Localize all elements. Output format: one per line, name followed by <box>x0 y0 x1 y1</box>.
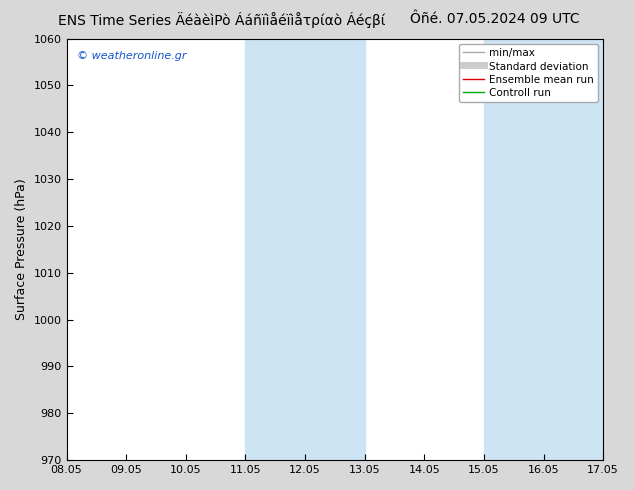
Text: Ôñé. 07.05.2024 09 UTC: Ôñé. 07.05.2024 09 UTC <box>410 12 579 26</box>
Legend: min/max, Standard deviation, Ensemble mean run, Controll run: min/max, Standard deviation, Ensemble me… <box>459 44 598 102</box>
Bar <box>484 39 603 460</box>
Text: ENS Time Series ÄéàèìPò Ááñïìåéïìåτρίαò Áéçβί: ENS Time Series ÄéàèìPò Ááñïìåéïìåτρίαò … <box>58 12 385 28</box>
Y-axis label: Surface Pressure (hPa): Surface Pressure (hPa) <box>15 178 28 320</box>
Text: © weatheronline.gr: © weatheronline.gr <box>77 51 187 61</box>
Bar <box>245 39 365 460</box>
